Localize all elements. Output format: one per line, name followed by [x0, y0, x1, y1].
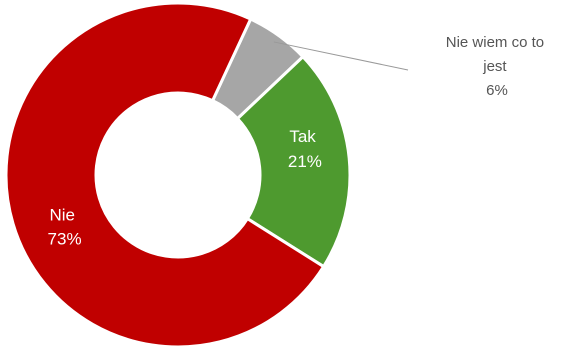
slice-label-nie-percent: 73%: [48, 230, 82, 249]
slice-label-nie: Nie 73%: [48, 206, 82, 249]
slice-label-nie-wiem-line2: jest: [482, 58, 507, 75]
slice-label-tak: Tak 21%: [288, 127, 322, 171]
slice-label-tak-percent: 21%: [288, 152, 322, 171]
slice-label-nie-wiem-line1: Nie wiem co to: [446, 34, 544, 51]
slice-label-nie-wiem-percent: 6%: [486, 82, 508, 99]
slice-label-tak-name: Tak: [289, 127, 316, 146]
slice-nie: [4, 1, 326, 349]
leader-line: [273, 41, 409, 71]
donut-slices: [4, 1, 352, 349]
slice-label-nie-wiem: Nie wiem co to jest 6%: [446, 34, 549, 99]
slice-label-nie-name: Nie: [49, 206, 75, 225]
slice-tak: [236, 55, 352, 269]
